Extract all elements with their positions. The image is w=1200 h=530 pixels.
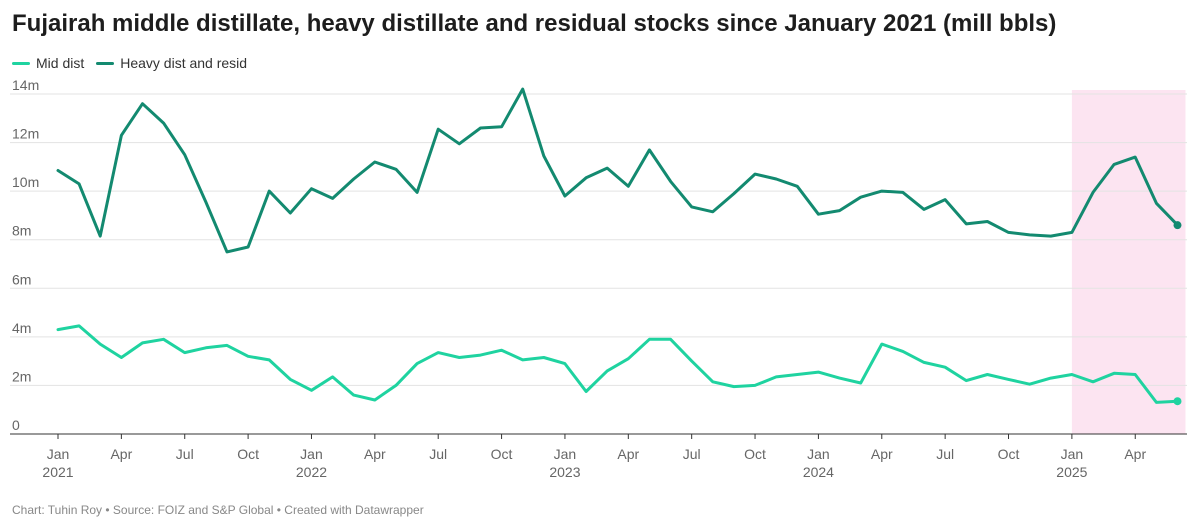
- x-tick-label: Jan: [807, 446, 830, 462]
- chart-title: Fujairah middle distillate, heavy distil…: [12, 10, 1057, 37]
- x-tick-label: Apr: [871, 446, 893, 462]
- legend-label-mid-dist: Mid dist: [36, 55, 85, 71]
- x-tick-label: Oct: [998, 446, 1020, 462]
- x-tick-label: Jan: [554, 446, 577, 462]
- x-tick-year-label: 2023: [549, 464, 580, 480]
- x-tick-year-label: 2022: [296, 464, 327, 480]
- legend-item-mid-dist: Mid dist: [12, 55, 84, 71]
- y-tick-label: 2m: [12, 368, 31, 384]
- x-tick-label: Jan: [300, 446, 323, 462]
- x-tick-year-label: 2021: [42, 464, 73, 480]
- y-tick-label: 8m: [12, 223, 31, 239]
- highlight-band: [1071, 90, 1186, 434]
- series-endpoint-mid-dist: [1173, 397, 1182, 406]
- series-endpoint-heavy-dist: [1173, 221, 1182, 230]
- y-tick-label: 12m: [12, 126, 39, 142]
- x-tick-label: Oct: [744, 446, 766, 462]
- x-tick-year-label: 2024: [803, 464, 834, 480]
- legend-swatch-heavy-dist: [96, 61, 115, 65]
- x-tick-label: Jul: [683, 446, 701, 462]
- x-tick-label: Apr: [617, 446, 639, 462]
- chart-legend: Mid dist Heavy dist and resid: [12, 55, 247, 71]
- x-tick-label: Jul: [429, 446, 447, 462]
- x-tick-label: Apr: [110, 446, 132, 462]
- x-tick-label: Apr: [1124, 446, 1146, 462]
- x-tick-label: Apr: [364, 446, 386, 462]
- legend-item-heavy-dist: Heavy dist and resid: [96, 55, 247, 71]
- x-tick-year-label: 2025: [1056, 464, 1087, 480]
- series-line-heavy-dist: [56, 87, 1179, 254]
- y-tick-label: 14m: [12, 77, 39, 93]
- chart-footer: Chart: Tuhin Roy • Source: FOIZ and S&P …: [12, 503, 424, 517]
- series-line-mid-dist: [56, 324, 1179, 404]
- x-tick-label: Oct: [491, 446, 513, 462]
- x-tick-label: Jan: [1061, 446, 1084, 462]
- y-tick-label: 6m: [12, 271, 31, 287]
- legend-label-heavy-dist: Heavy dist and resid: [120, 55, 248, 71]
- legend-swatch-mid-dist: [12, 61, 30, 65]
- x-tick-label: Oct: [237, 446, 259, 462]
- x-tick-label: Jul: [936, 446, 954, 462]
- x-tick-label: Jul: [176, 446, 194, 462]
- y-tick-label: 10m: [12, 174, 39, 190]
- y-tick-label: 4m: [12, 320, 31, 336]
- x-tick-label: Jan: [47, 446, 70, 462]
- y-tick-label: 0: [12, 417, 20, 433]
